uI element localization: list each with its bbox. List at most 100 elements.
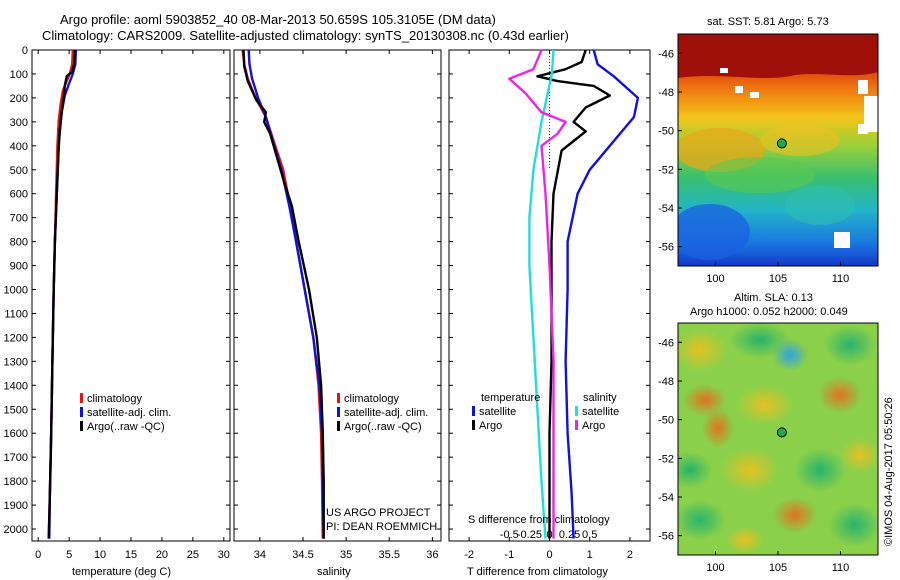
map-xtick-label: 100	[706, 273, 724, 285]
diff-xtick-label: -2	[464, 549, 474, 561]
project-label: US ARGO PROJECT	[326, 507, 431, 519]
map-ytick-label: -46	[658, 337, 674, 349]
map-ytick-label: -52	[658, 164, 674, 176]
s-difference-xlabel: S difference from climatology	[468, 514, 610, 526]
temp-legend-climatology: climatology	[80, 393, 142, 405]
depth-tick-label: 400	[10, 141, 28, 153]
sal-xtick-label: 35	[340, 549, 352, 561]
diff-xtick-label: 0	[546, 549, 552, 561]
depth-tick-label: 800	[10, 237, 28, 249]
map-xtick-label: 100	[706, 562, 724, 574]
depth-tick-label: 0	[22, 45, 28, 57]
temp-xtick-label: 0	[35, 549, 41, 561]
map-ytick-label: -48	[658, 376, 674, 388]
sla-map-title-2: Argo h1000: 0.052 h2000: 0.049	[690, 306, 848, 318]
depth-tick-label: 1000	[4, 285, 28, 297]
map-ytick-label: -56	[658, 242, 674, 254]
sal-legend-climatology: climatology	[337, 393, 399, 405]
title-line-1: Argo profile: aoml 5903852_40 08-Mar-201…	[60, 12, 496, 27]
depth-tick-label: 1600	[4, 428, 28, 440]
temp-series-argo-raw-qc-	[47, 49, 76, 539]
depth-tick-label: 300	[10, 117, 28, 129]
map-xtick-label: 110	[832, 562, 850, 574]
diff-s-xtick-label: 0.5	[582, 529, 597, 541]
title-line-2: Climatology: CARS2009. Satellite-adjuste…	[42, 28, 569, 43]
sla-map-title-1: Altim. SLA: 0.13	[734, 292, 813, 304]
map-ytick-label: -52	[658, 453, 674, 465]
depth-tick-label: 900	[10, 261, 28, 273]
depth-tick-label: 1400	[4, 380, 28, 392]
depth-tick-label: 700	[10, 213, 28, 225]
diff-series-s-satellite	[528, 49, 555, 539]
depth-tick-label: 500	[10, 165, 28, 177]
depth-tick-label: 1300	[4, 356, 28, 368]
imos-timestamp: ©IMOS 04-Aug-2017 05:50:26	[883, 397, 895, 546]
diff-series-s-argo	[508, 49, 567, 539]
sst-map: 100 105 110 -46 -48 -50 -52 -54 -56	[658, 33, 879, 285]
map-ytick-label: -54	[658, 492, 674, 504]
depth-tick-label: 2000	[4, 524, 28, 536]
temp-legend-argo: Argo(..raw -QC)	[80, 421, 165, 433]
sal-legend-satellite: satellite-adj. clim.	[337, 407, 428, 419]
temp-xtick-label: 25	[187, 549, 199, 561]
depth-tick-label: 200	[10, 93, 28, 105]
map-ytick-label: -46	[658, 48, 674, 60]
sal-xtick-label: 35.5	[379, 549, 400, 561]
salinity-panel: 34 34.5 35 35.5 36	[233, 49, 442, 561]
sst-map-title: sat. SST: 5.81 Argo: 5.73	[707, 16, 829, 28]
sal-legend-argo: Argo(..raw -QC)	[337, 421, 422, 433]
diff-legend-t-argo: Argo	[472, 420, 502, 432]
diff-s-xtick-label: -0.5	[500, 529, 519, 541]
depth-tick-label: 1700	[4, 452, 28, 464]
map-ytick-label: -54	[658, 203, 674, 215]
sal-xtick-label: 36	[426, 549, 438, 561]
temperature-panel: 0100200300400500600700800900100011001200…	[4, 45, 231, 561]
map-xtick-label: 105	[769, 562, 787, 574]
diff-legend-s-argo: Argo	[575, 420, 605, 432]
depth-tick-label: 1100	[4, 308, 28, 320]
diff-legend-t-satellite: satellite	[472, 406, 516, 418]
temperature-xlabel: temperature (deg C)	[72, 566, 172, 578]
sal-series-satellite-adj-clim-	[247, 49, 325, 539]
temp-xtick-label: 10	[94, 549, 106, 561]
diff-s-xtick-label: 0.25	[559, 529, 580, 541]
salinity-xlabel: salinity	[317, 566, 351, 578]
depth-tick-label: 100	[10, 69, 28, 81]
diff-legend-salinity-header: salinity	[583, 392, 617, 404]
depth-tick-label: 1800	[4, 476, 28, 488]
sal-xtick-label: 34.5	[292, 549, 313, 561]
pi-label: PI: DEAN ROEMMICH	[326, 521, 438, 533]
temp-xtick-label: 5	[66, 549, 72, 561]
depth-tick-label: 1900	[4, 500, 28, 512]
salinity-axes	[233, 49, 442, 542]
map-ytick-label: -50	[658, 415, 674, 427]
map-ytick-label: -48	[658, 87, 674, 99]
depth-tick-label: 600	[10, 189, 28, 201]
diff-legend-s-satellite: satellite	[575, 406, 619, 418]
depth-tick-label: 1200	[4, 332, 28, 344]
sla-map: 100 105 110 -46 -48 -50 -52 -54 -56	[658, 322, 879, 574]
diff-series-t-satellite	[564, 49, 640, 539]
diff-xtick-label: 1	[587, 549, 593, 561]
t-difference-xlabel: T difference from climatology	[467, 566, 608, 578]
map-xtick-label: 105	[769, 273, 787, 285]
diff-xtick-label: 2	[627, 549, 633, 561]
map-ytick-label: -50	[658, 126, 674, 138]
depth-tick-label: 1500	[4, 404, 28, 416]
diff-s-xtick-label: -0.25	[517, 529, 542, 541]
diff-legend-temperature-header: temperature	[481, 392, 541, 404]
temp-xtick-label: 15	[125, 549, 137, 561]
sst-float-marker	[776, 138, 787, 149]
temp-xtick-label: 30	[218, 549, 230, 561]
sal-xtick-label: 34	[254, 549, 266, 561]
sla-float-marker	[776, 427, 787, 438]
diff-series-t-argo	[536, 49, 611, 539]
map-ytick-label: -56	[658, 531, 674, 543]
difference-panel: -2 -1 0 1 2-0.5-0.25 0 0.25 0.5	[448, 49, 651, 561]
diff-xtick-label: -1	[504, 549, 514, 561]
temp-xtick-label: 20	[156, 549, 168, 561]
sal-series-argo-raw-qc-	[242, 49, 325, 539]
temp-legend-satellite: satellite-adj. clim.	[80, 407, 171, 419]
map-xtick-label: 110	[832, 273, 850, 285]
